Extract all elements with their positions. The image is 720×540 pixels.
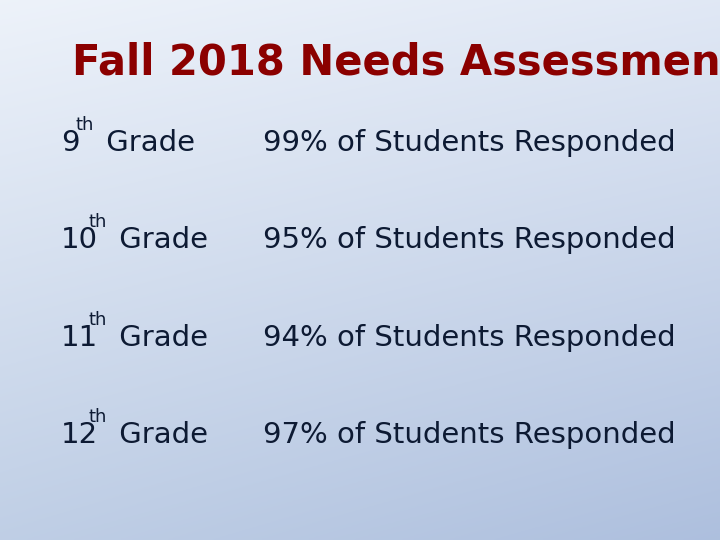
Text: Grade: Grade (110, 226, 208, 254)
Text: 12: 12 (61, 421, 99, 449)
Text: 95% of Students Responded: 95% of Students Responded (263, 226, 675, 254)
Text: Grade: Grade (97, 129, 195, 157)
Text: 94% of Students Responded: 94% of Students Responded (263, 323, 675, 352)
Text: th: th (89, 213, 107, 232)
Text: 99% of Students Responded: 99% of Students Responded (263, 129, 675, 157)
Text: 9: 9 (61, 129, 80, 157)
Text: 97% of Students Responded: 97% of Students Responded (263, 421, 675, 449)
Text: 10: 10 (61, 226, 98, 254)
Text: 11: 11 (61, 323, 99, 352)
Text: th: th (89, 310, 107, 329)
Text: Grade: Grade (110, 323, 208, 352)
Text: th: th (89, 408, 107, 426)
Text: Fall 2018 Needs Assessment: Fall 2018 Needs Assessment (72, 41, 720, 83)
Text: th: th (76, 116, 94, 134)
Text: Grade: Grade (110, 421, 208, 449)
